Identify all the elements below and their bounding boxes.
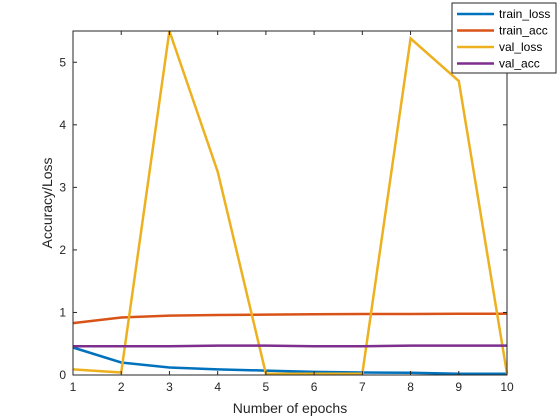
y-tick-label: 3 — [59, 180, 66, 194]
y-tick-label: 4 — [59, 118, 66, 132]
x-tick-label: 2 — [118, 380, 125, 394]
plot-area — [73, 31, 507, 375]
series-line-train-loss — [72, 346, 507, 375]
x-tick-label: 3 — [166, 380, 173, 394]
y-tick-label: 0 — [59, 368, 66, 382]
series-line-train-acc — [72, 312, 507, 325]
x-tick-label: 6 — [311, 380, 318, 394]
x-tick-label: 7 — [359, 380, 366, 394]
x-tick-label: 10 — [500, 380, 514, 394]
legend-label-val-acc: val_acc — [499, 57, 540, 71]
legend: train_loss train_acc val_loss val_acc — [451, 2, 557, 74]
legend-label-val-loss: val_loss — [499, 40, 542, 54]
series-line-val-loss — [72, 30, 509, 375]
x-tick-label: 4 — [214, 380, 221, 394]
axes-layer — [72, 30, 508, 376]
x-tick-label: 5 — [263, 380, 270, 394]
x-tick-label: 1 — [70, 380, 77, 394]
y-tick-label: 2 — [59, 243, 66, 257]
legend-label-train-loss: train_loss — [499, 7, 550, 21]
x-tick-label: 9 — [455, 380, 462, 394]
x-axis-title: Number of epochs — [233, 400, 347, 416]
legend-label-train-acc: train_acc — [499, 24, 548, 38]
axes-box — [72, 30, 508, 376]
y-tick-label: 5 — [59, 55, 66, 69]
y-axis-title: Accuracy/Loss — [39, 157, 55, 248]
x-tick-label: 8 — [407, 380, 414, 394]
series-layer — [72, 30, 509, 375]
y-tick-label: 1 — [59, 305, 66, 319]
series-line-val-acc — [73, 344, 507, 348]
